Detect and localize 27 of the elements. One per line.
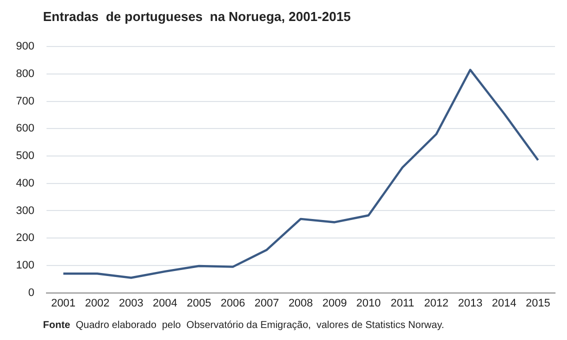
x-tick-label: 2012: [424, 297, 449, 310]
x-tick-label: 2006: [220, 297, 246, 310]
x-tick-label: 2002: [84, 297, 110, 310]
x-tick-label: 2008: [288, 297, 313, 310]
y-tick-label: 800: [16, 68, 34, 80]
y-tick-label: 400: [16, 177, 34, 190]
x-tick-label: 2007: [254, 297, 280, 310]
y-tick-label: 500: [16, 150, 34, 162]
x-tick-label: 2004: [152, 297, 178, 310]
y-tick-label: 200: [16, 232, 34, 244]
y-tick-label: 600: [16, 122, 34, 135]
source-note: Fonte Quadro elaborado pelo Observatório da Emigração, valores de Statistics Norway.: [43, 320, 444, 331]
x-tick-label: 2011: [390, 297, 414, 310]
x-tick-label: 2013: [458, 297, 482, 310]
x-tick-label: 2009: [322, 297, 347, 310]
y-tick-label: 300: [16, 204, 34, 217]
x-tick-label: 2001: [51, 297, 76, 310]
x-tick-label: 2005: [186, 297, 212, 310]
x-tick-label: 2010: [356, 297, 381, 310]
chart-title: Entradas de portugueses na Noruega, 2001-2015: [43, 9, 351, 24]
y-tick-label: 900: [16, 40, 34, 53]
y-tick-label: 100: [16, 259, 34, 272]
y-tick-label: 0: [28, 286, 34, 299]
x-tick-label: 2015: [526, 297, 550, 310]
y-tick-label: 700: [16, 95, 34, 108]
x-tick-label: 2003: [118, 297, 144, 310]
x-tick-label: 2014: [492, 297, 516, 310]
